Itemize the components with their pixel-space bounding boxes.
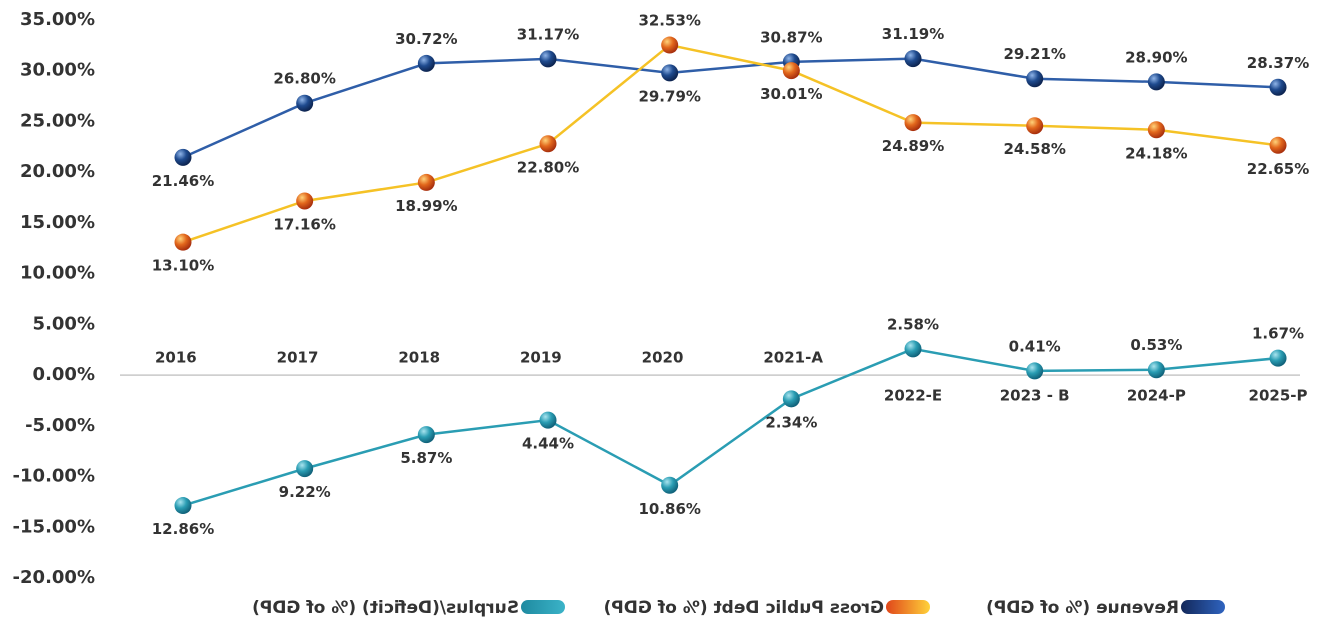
marker xyxy=(782,390,800,408)
marker xyxy=(1147,361,1165,379)
data-label: 30.01% xyxy=(760,85,822,103)
data-label: 0.41% xyxy=(1009,337,1061,355)
data-label: 30.72% xyxy=(395,30,457,48)
x-tick-label: 2021-A xyxy=(763,349,823,367)
marker xyxy=(1147,121,1165,139)
y-tick-label: 10.00% xyxy=(20,263,95,284)
x-tick-label: 2020 xyxy=(642,349,684,367)
marker xyxy=(661,476,679,494)
x-tick-label: 2025-P xyxy=(1249,387,1308,405)
x-tick-label: 2019 xyxy=(520,349,562,367)
data-label: 1.67% xyxy=(1252,325,1304,343)
marker xyxy=(782,62,800,80)
y-tick-label: -20.00% xyxy=(13,567,95,588)
y-tick-label: -5.00% xyxy=(25,415,95,436)
y-tick-label: 25.00% xyxy=(20,110,95,131)
legend: Revenue (% of GDP) Gross Public Debt (% o… xyxy=(252,598,1225,618)
y-tick-label: 15.00% xyxy=(20,212,95,233)
legend-label: Revenue (% of GDP) xyxy=(986,598,1179,618)
marker xyxy=(539,411,557,429)
series-line xyxy=(182,347,1279,507)
marker xyxy=(174,497,192,515)
marker xyxy=(296,94,314,112)
x-tick-label: 2018 xyxy=(398,349,440,367)
marker xyxy=(296,460,314,478)
marker xyxy=(1269,136,1287,154)
marker xyxy=(1147,73,1165,91)
data-label: 29.79% xyxy=(638,87,700,105)
y-tick-label: 30.00% xyxy=(20,60,95,81)
marker xyxy=(174,148,192,166)
marker xyxy=(904,114,922,132)
data-label: 18.99% xyxy=(395,197,457,215)
marker xyxy=(539,50,557,68)
marker xyxy=(661,64,679,82)
data-label: 21.46% xyxy=(152,172,214,190)
marker xyxy=(1269,349,1287,367)
data-label: 31.19% xyxy=(882,25,944,43)
marker xyxy=(174,233,192,251)
data-label: 5.87% xyxy=(400,449,452,467)
data-label: 2.58% xyxy=(887,315,939,333)
x-tick-label: 2023 - B xyxy=(1000,387,1070,405)
x-tick-label: 2022-E xyxy=(884,387,942,405)
legend-label: Surplus/(Deficit) (% of GDP) xyxy=(252,598,519,618)
data-label: 28.37% xyxy=(1247,54,1309,72)
data-label: 24.89% xyxy=(882,137,944,155)
marker xyxy=(1026,117,1044,135)
data-label: 0.53% xyxy=(1130,336,1182,354)
data-label: 29.21% xyxy=(1003,45,1065,63)
marker xyxy=(417,173,435,191)
data-label: 31.17% xyxy=(517,25,579,43)
y-tick-label: 5.00% xyxy=(33,313,95,334)
data-label: 28.90% xyxy=(1125,48,1187,66)
legend-swatch xyxy=(886,600,930,614)
y-tick-label: -10.00% xyxy=(13,466,95,487)
y-tick-label: 20.00% xyxy=(20,161,95,182)
y-tick-label: -15.00% xyxy=(13,516,95,537)
x-tick-label: 2024-P xyxy=(1127,387,1186,405)
legend-label: Gross Public Debt (% of GDP) xyxy=(604,598,884,618)
marker xyxy=(661,36,679,54)
marker xyxy=(1269,78,1287,96)
y-tick-label: 0.00% xyxy=(33,364,95,385)
legend-swatch xyxy=(1181,600,1225,614)
series-line xyxy=(182,43,1279,244)
x-tick-label: 2016 xyxy=(155,349,197,367)
data-label: 2.34% xyxy=(765,413,817,431)
data-label: 12.86% xyxy=(152,520,214,538)
marker xyxy=(417,54,435,72)
data-label: 17.16% xyxy=(273,215,335,233)
data-label: 22.65% xyxy=(1247,160,1309,178)
data-label: 22.80% xyxy=(517,158,579,176)
y-tick-label: 35.00% xyxy=(20,9,95,30)
data-label: 26.80% xyxy=(273,70,335,88)
data-label: 24.18% xyxy=(1125,144,1187,162)
series-line xyxy=(182,57,1279,159)
marker xyxy=(417,426,435,444)
data-label: 32.53% xyxy=(638,12,700,30)
data-label: 4.44% xyxy=(522,435,574,453)
data-label: 24.58% xyxy=(1003,140,1065,158)
marker xyxy=(539,135,557,153)
data-label: 10.86% xyxy=(638,500,700,518)
data-label: 9.22% xyxy=(279,483,331,501)
data-label: 30.87% xyxy=(760,28,822,46)
legend-swatch xyxy=(521,600,565,614)
x-tick-label: 2017 xyxy=(277,349,319,367)
marker xyxy=(296,192,314,210)
marker xyxy=(1026,362,1044,380)
data-label: 13.10% xyxy=(152,257,214,275)
marker xyxy=(1026,70,1044,88)
marker xyxy=(904,340,922,358)
marker xyxy=(904,50,922,68)
